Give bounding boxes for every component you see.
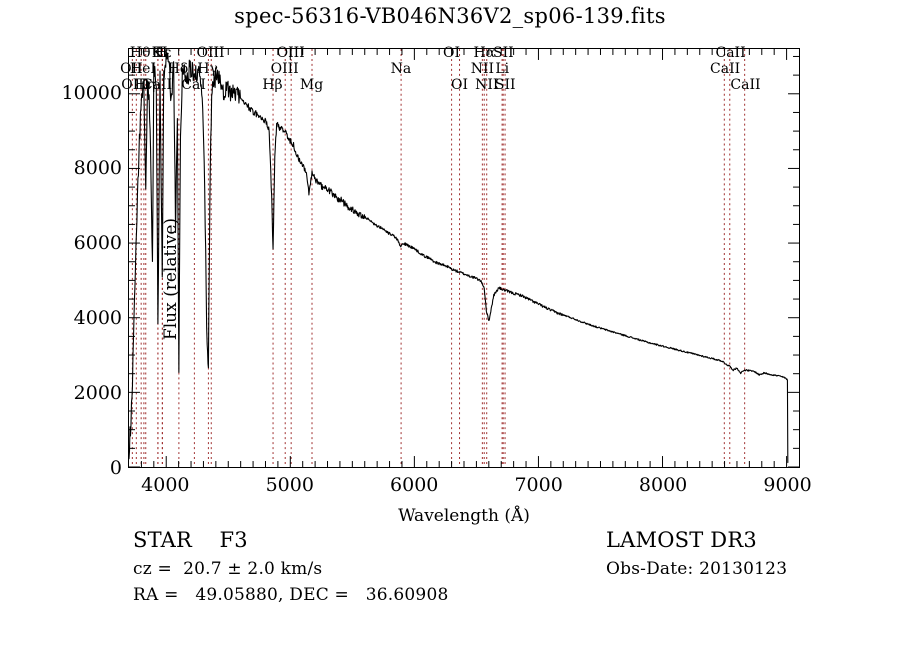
- y-axis-tick-labels: 0 2000 4000 6000 8000 10000: [0, 48, 122, 479]
- y-tick-label: 2000: [73, 382, 122, 404]
- spectrum-trace: [129, 51, 789, 464]
- y-tick-label: 4000: [73, 307, 122, 329]
- metadata-left-column: STAR F3 cz = 20.7 ± 2.0 km/s RA = 49.058…: [133, 528, 603, 611]
- metadata-right-column: LAMOST DR3 Obs-Date: 20130123: [606, 528, 896, 585]
- y-tick-label: 10000: [61, 82, 122, 104]
- page-title: spec-56316-VB046N36V2_sp06-139.fits: [234, 4, 666, 28]
- plot-area: Flux (relative): [128, 48, 800, 468]
- x-tick-label: 6000: [390, 474, 439, 496]
- metadata-footer: STAR F3 cz = 20.7 ± 2.0 km/s RA = 49.058…: [0, 528, 900, 648]
- x-axis-title: Wavelength (Å): [398, 506, 530, 526]
- survey-label: LAMOST DR3: [606, 528, 757, 552]
- spectrum-canvas: [129, 49, 799, 467]
- x-axis-tick-labels: 4000 5000 6000 7000 8000 9000: [128, 474, 812, 500]
- y-tick-label: 8000: [73, 157, 122, 179]
- y-tick-label: 6000: [73, 232, 122, 254]
- obs-date-label: Obs-Date: 20130123: [606, 559, 788, 579]
- y-tick-label: 0: [109, 457, 122, 479]
- object-type-label: STAR F3: [133, 528, 248, 552]
- y-axis-title: Flux (relative): [161, 217, 181, 341]
- x-tick-label: 7000: [514, 474, 563, 496]
- x-tick-label: 4000: [141, 474, 190, 496]
- coordinates-label: RA = 49.05880, DEC = 36.60908: [133, 585, 449, 605]
- marker-lines-group: [131, 49, 746, 467]
- x-tick-label: 5000: [265, 474, 314, 496]
- axis-ticks-group: [129, 49, 799, 467]
- redshift-velocity-label: cz = 20.7 ± 2.0 km/s: [133, 559, 323, 579]
- x-tick-label: 8000: [638, 474, 688, 496]
- x-tick-label: 9000: [763, 474, 812, 496]
